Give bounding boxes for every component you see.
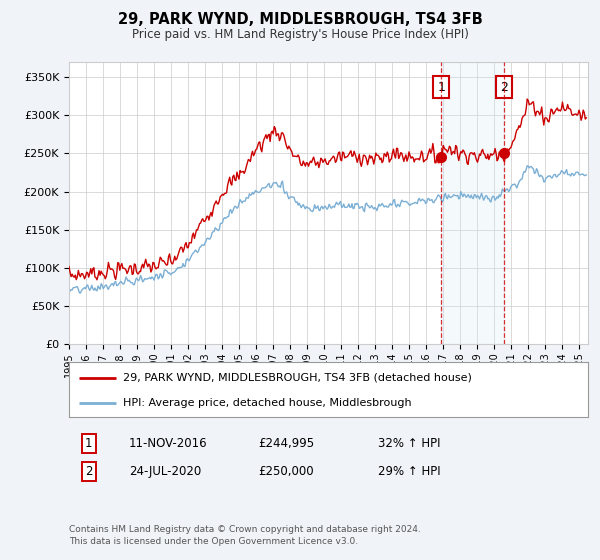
Text: HPI: Average price, detached house, Middlesbrough: HPI: Average price, detached house, Midd…	[124, 399, 412, 408]
Text: 29, PARK WYND, MIDDLESBROUGH, TS4 3FB: 29, PARK WYND, MIDDLESBROUGH, TS4 3FB	[118, 12, 482, 27]
Text: 11-NOV-2016: 11-NOV-2016	[129, 437, 208, 450]
Text: Contains HM Land Registry data © Crown copyright and database right 2024.
This d: Contains HM Land Registry data © Crown c…	[69, 525, 421, 546]
Text: 29, PARK WYND, MIDDLESBROUGH, TS4 3FB (detached house): 29, PARK WYND, MIDDLESBROUGH, TS4 3FB (d…	[124, 373, 472, 382]
Text: Price paid vs. HM Land Registry's House Price Index (HPI): Price paid vs. HM Land Registry's House …	[131, 28, 469, 41]
Bar	[441, 62, 504, 344]
Text: 2: 2	[85, 465, 92, 478]
Text: £244,995: £244,995	[258, 437, 314, 450]
Text: 2: 2	[500, 81, 508, 94]
Text: 1: 1	[85, 437, 92, 450]
Text: 29% ↑ HPI: 29% ↑ HPI	[378, 465, 440, 478]
Text: £250,000: £250,000	[258, 465, 314, 478]
Text: 24-JUL-2020: 24-JUL-2020	[129, 465, 201, 478]
Text: 32% ↑ HPI: 32% ↑ HPI	[378, 437, 440, 450]
Text: 1: 1	[437, 81, 445, 94]
